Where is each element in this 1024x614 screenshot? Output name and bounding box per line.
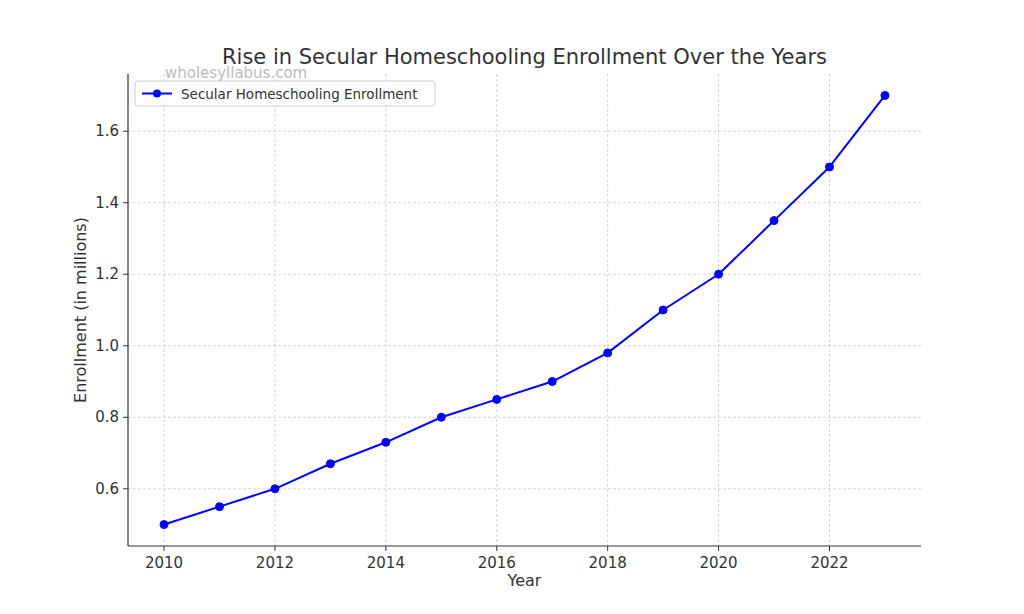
y-axis-label: Enrollment (in millions)	[71, 217, 90, 403]
grid-line-y	[128, 274, 921, 275]
legend: Secular Homeschooling Enrollment	[135, 81, 435, 106]
grid-line-x	[607, 74, 608, 546]
series-point	[160, 521, 168, 529]
series-point	[382, 438, 390, 446]
legend-label: Secular Homeschooling Enrollment	[181, 86, 417, 102]
series-point	[493, 395, 501, 403]
series-point	[437, 413, 445, 421]
series-point	[881, 91, 889, 99]
y-tick-label: 1.0	[95, 337, 119, 355]
y-axis-line	[127, 74, 128, 546]
watermark: wholesyllabus.com	[165, 64, 307, 82]
grid-line-x	[829, 74, 830, 546]
grid-line-x	[496, 74, 497, 546]
series-point	[715, 270, 723, 278]
y-tick	[123, 488, 128, 489]
x-tick	[385, 546, 386, 551]
x-tick	[607, 546, 608, 551]
series-point	[659, 306, 667, 314]
x-axis-label: Year	[507, 571, 542, 590]
grid-line-x	[164, 74, 165, 546]
grid-line-y	[128, 488, 921, 489]
legend-box	[135, 81, 435, 106]
y-tick	[123, 202, 128, 203]
x-tick-label: 2016	[478, 554, 516, 572]
grid-line-y	[128, 131, 921, 132]
series-line	[164, 95, 885, 524]
y-tick	[123, 131, 128, 132]
grid	[128, 74, 921, 546]
y-tick	[123, 345, 128, 346]
x-tick-label: 2010	[145, 554, 183, 572]
grid-line-x	[274, 74, 275, 546]
x-tick-label: 2014	[367, 554, 405, 572]
y-tick-label: 1.4	[95, 194, 119, 212]
series-point	[604, 349, 612, 357]
x-tick-label: 2012	[256, 554, 294, 572]
y-tick-label: 0.8	[95, 408, 119, 426]
x-tick	[496, 546, 497, 551]
grid-line-y	[128, 345, 921, 346]
x-tick	[718, 546, 719, 551]
chart-canvas: 2010 2012 2014 2016 2018 2020 2022 0.6 0.8 1.0 1.2…	[0, 0, 1024, 614]
x-tick-label: 2018	[589, 554, 627, 572]
grid-line-x	[385, 74, 386, 546]
y-tick-label: 1.2	[95, 265, 119, 283]
y-tick-label: 1.6	[95, 122, 119, 140]
x-tick	[274, 546, 275, 551]
series-point	[326, 460, 334, 468]
x-tick	[829, 546, 830, 551]
series-point	[826, 163, 834, 171]
grid-line-x	[718, 74, 719, 546]
series-point	[216, 503, 224, 511]
chart-title: Rise in Secular Homeschooling Enrollment…	[222, 45, 827, 69]
series-point	[271, 485, 279, 493]
legend-marker	[153, 90, 161, 98]
x-axis-line	[128, 545, 921, 546]
x-tick-label: 2020	[699, 554, 737, 572]
x-tick-label: 2022	[810, 554, 848, 572]
grid-line-y	[128, 417, 921, 418]
x-tick	[164, 546, 165, 551]
y-tick	[123, 274, 128, 275]
y-tick-label: 0.6	[95, 480, 119, 498]
y-tick	[123, 417, 128, 418]
grid-line-y	[128, 202, 921, 203]
series-point	[770, 217, 778, 225]
ticks: 2010 2012 2014 2016 2018 2020 2022 0.6 0.8 1.0 1.2…	[95, 122, 848, 572]
series-point	[548, 378, 556, 386]
plot-data	[160, 91, 889, 528]
